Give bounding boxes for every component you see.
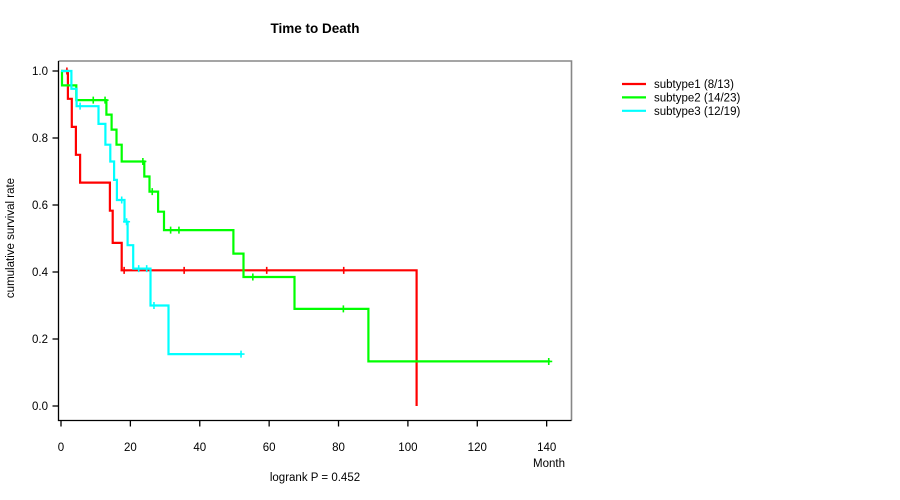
censor-mark-subtype1 [120, 266, 128, 274]
censor-mark-subtype3 [237, 350, 245, 358]
x-axis-unit-label: Month [533, 458, 565, 470]
censor-mark-subtype1 [340, 266, 348, 274]
x-tick-label: 20 [124, 442, 137, 454]
km-curve-subtype1 [61, 69, 418, 406]
censor-mark-subtype2 [139, 157, 147, 165]
legend: subtype1 (8/13)subtype2 (14/23) subtype3 … [622, 79, 740, 118]
censor-mark-subtype2 [175, 226, 183, 234]
censor-mark-subtype1 [263, 266, 271, 274]
axis-lines [57, 61, 572, 422]
x-tick-label: 140 [537, 442, 556, 454]
censor-mark-subtype3 [150, 302, 158, 309]
x-tick-label: 40 [193, 442, 206, 454]
legend-label-subtype2: subtype2 (14/23) [654, 92, 740, 104]
censor-mark-subtype3 [118, 196, 126, 204]
censor-mark-subtype2 [89, 96, 97, 104]
x-tick-label: 80 [332, 442, 345, 454]
censor-mark-subtype3 [123, 218, 131, 226]
censor-mark-subtype3 [135, 265, 143, 273]
y-axis-label: cumulative survival rate [5, 178, 17, 298]
y-tick-label: 1.0 [32, 66, 48, 78]
censor-mark-subtype2 [101, 96, 109, 104]
censor-mark-subtype2 [167, 226, 175, 234]
y-tick-label: 0.4 [32, 267, 49, 279]
x-tick-label: 0 [58, 442, 64, 454]
censor-mark-subtype3 [76, 102, 84, 110]
censor-mark-subtype2 [249, 273, 257, 281]
plot-box-border [58, 60, 573, 421]
km-curve-subtype3 [61, 69, 243, 356]
y-tick-label: 0.6 [32, 200, 48, 212]
censor-mark-subtype2 [545, 357, 553, 365]
x-tick-label: 100 [398, 442, 417, 454]
y-tick-label: 0.2 [32, 334, 48, 346]
censor-mark-subtype1 [180, 266, 188, 274]
legend-label-subtype3: subtype3 (12/19) [654, 106, 740, 118]
km-curve-subtype2 [60, 69, 551, 363]
x-tick-label: 60 [263, 442, 276, 454]
logrank-p-label: logrank P = 0.452 [270, 472, 360, 484]
plot-area: 0 20 40 60 80 100 120 140 0.0 0.2 0.4 0.6 0.8 1.0 [32, 60, 573, 454]
chart-title: Time to Death [270, 21, 359, 36]
x-tick-label: 120 [468, 442, 487, 454]
y-tick-label: 0.8 [32, 133, 48, 145]
censor-mark-subtype2 [148, 188, 156, 196]
legend-label-subtype1: subtype1 (8/13) [654, 79, 734, 91]
y-tick-label: 0.0 [32, 401, 48, 413]
censor-mark-subtype2 [339, 305, 347, 313]
censor-mark-subtype3 [143, 265, 151, 273]
